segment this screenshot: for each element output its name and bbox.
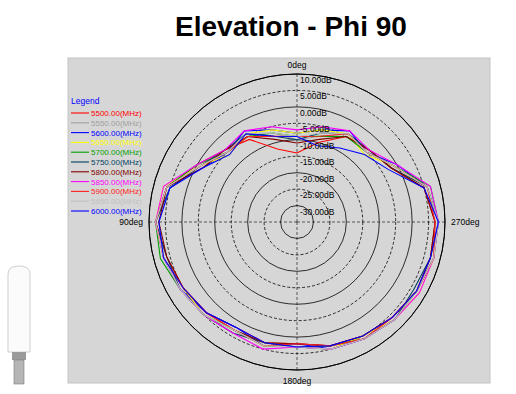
legend: Legend 5500.00(MHz)5550.00(MHz)5600.00(MH… (71, 96, 142, 216)
pattern-line (156, 133, 439, 349)
legend-swatch (71, 152, 89, 153)
pattern-line (156, 133, 439, 349)
grid-spoke (149, 222, 297, 223)
legend-swatch (71, 201, 89, 202)
legend-label: 5500.00(MHz) (91, 109, 142, 118)
grid-spoke (297, 222, 298, 370)
radial-tick-label: 0.00dB (300, 108, 327, 118)
pattern-line (159, 137, 435, 346)
legend-swatch (71, 181, 89, 182)
legend-swatch (71, 132, 89, 133)
title: Elevation - Phi 90 (175, 11, 407, 42)
antenna-connector (14, 360, 24, 384)
plot-panel (68, 58, 490, 383)
angle-tick-label: 0deg (288, 60, 307, 70)
pattern-line (156, 130, 439, 349)
antenna-radome (8, 266, 30, 352)
antenna-photo (8, 266, 30, 384)
antenna-nut (12, 352, 26, 360)
legend-label: 5650.00(MHz) (91, 138, 142, 147)
legend-swatch (71, 122, 89, 123)
pattern-line (156, 127, 439, 349)
grid-spoke (297, 74, 298, 222)
legend-label: 6000.00(MHz) (91, 207, 142, 216)
angle-tick-label: 180deg (283, 376, 312, 386)
polar-plot: 10.00dB 5.00dB 0.00dB -5.00dB -10.00dB -15.00… (119, 60, 479, 386)
angle-tick-label: 90deg (119, 217, 143, 227)
legend-label: 5900.00(MHz) (91, 187, 142, 196)
legend-label: 5700.00(MHz) (91, 148, 142, 157)
legend-label: 5750.00(MHz) (91, 158, 142, 167)
grid-spoke (297, 222, 445, 223)
pattern-line (156, 133, 439, 347)
legend-label: 5550.00(MHz) (91, 119, 142, 128)
radial-tick-label: -20.00dB (300, 174, 335, 184)
grid-ring (149, 74, 445, 370)
radial-tick-label: -15.00dB (300, 157, 335, 167)
radial-tick-label: -30.00dB (300, 207, 335, 217)
angle-tick-label: 270deg (451, 217, 480, 227)
legend-swatch (71, 210, 89, 211)
legend-label: 5600.00(MHz) (91, 129, 142, 138)
legend-swatch (71, 142, 89, 143)
pattern-line (159, 134, 439, 347)
axis-outer-ring (149, 74, 445, 370)
legend-swatch (71, 191, 89, 192)
radial-tick-label: -5.00dB (300, 124, 330, 134)
radial-tick-label: 5.00dB (300, 91, 327, 101)
radial-tick-label: -10.00dB (300, 141, 335, 151)
series-group (156, 127, 439, 349)
legend-swatch (71, 171, 89, 172)
radial-tick-label: 10.00dB (300, 75, 332, 85)
pattern-line (156, 130, 439, 349)
grid (149, 74, 445, 370)
chart: Elevation - Phi 90 10.00dB 5.00dB 0.00dB -5.… (0, 0, 516, 394)
legend-label: 5800.00(MHz) (91, 168, 142, 177)
legend-swatch (71, 161, 89, 162)
legend-label: 5950.00(MHz) (91, 197, 142, 206)
legend-swatch (71, 112, 89, 113)
legend-label: 5850.00(MHz) (91, 178, 142, 187)
legend-title: Legend (71, 96, 100, 106)
radial-tick-label: -25.00dB (300, 190, 335, 200)
